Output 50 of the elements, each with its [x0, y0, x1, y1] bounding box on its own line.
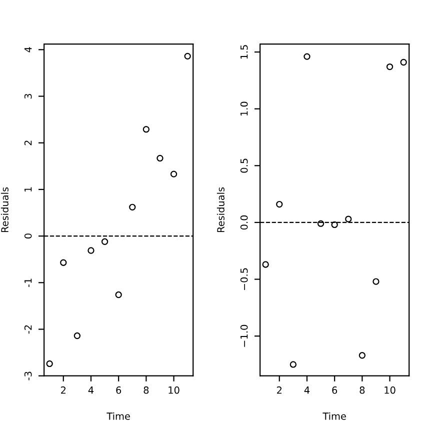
point [184, 52, 191, 60]
x-tick-label: 4 [304, 386, 310, 394]
point [345, 216, 352, 222]
point [290, 361, 297, 368]
x-tick-label: 2 [277, 386, 282, 394]
x-tick-label: 10 [168, 386, 180, 394]
y-tick-label: 1.0 [240, 102, 248, 116]
y-tick-label: -2 [24, 325, 32, 334]
x-tick-label: 6 [116, 386, 122, 394]
y-tick-label: −1.0 [240, 324, 248, 347]
point [170, 170, 178, 178]
point [74, 332, 81, 340]
y-tick-label: 0 [24, 234, 32, 238]
point [60, 259, 67, 266]
point [276, 200, 283, 208]
point [386, 63, 394, 70]
point [262, 261, 269, 268]
y-tick-label: 1 [24, 187, 32, 192]
point [372, 278, 380, 285]
x-tick-label: 2 [61, 386, 66, 394]
y-axis-title: Residuals [216, 187, 224, 232]
point [101, 238, 108, 245]
y-tick-label: 0.0 [240, 215, 248, 230]
y-tick-label: -1 [24, 278, 32, 288]
x-axis-title: Time [106, 412, 130, 420]
point [156, 154, 164, 162]
point [358, 352, 366, 359]
point [331, 221, 338, 228]
point [46, 360, 53, 368]
point [400, 58, 407, 66]
x-axis-title: Time [322, 412, 346, 420]
y-tick-label: -3 [24, 372, 32, 380]
y-tick-label: 0.5 [240, 158, 248, 173]
x-tick-label: 6 [332, 386, 338, 394]
y-tick-label: 1.5 [240, 45, 248, 59]
x-tick-label: 8 [144, 386, 149, 394]
y-tick-label: 2 [24, 140, 32, 146]
y-tick-label: 4 [24, 47, 32, 52]
y-axis-title: Residuals [0, 187, 8, 232]
point [304, 53, 310, 60]
point [88, 247, 94, 254]
point [115, 291, 122, 298]
point [317, 220, 324, 227]
y-tick-label: 3 [24, 94, 32, 99]
x-tick-label: 8 [360, 386, 365, 394]
point [142, 126, 150, 133]
x-tick-label: 4 [88, 386, 94, 394]
point [129, 204, 136, 210]
x-tick-label: 10 [384, 386, 396, 394]
y-tick-label: −0.5 [240, 268, 248, 290]
